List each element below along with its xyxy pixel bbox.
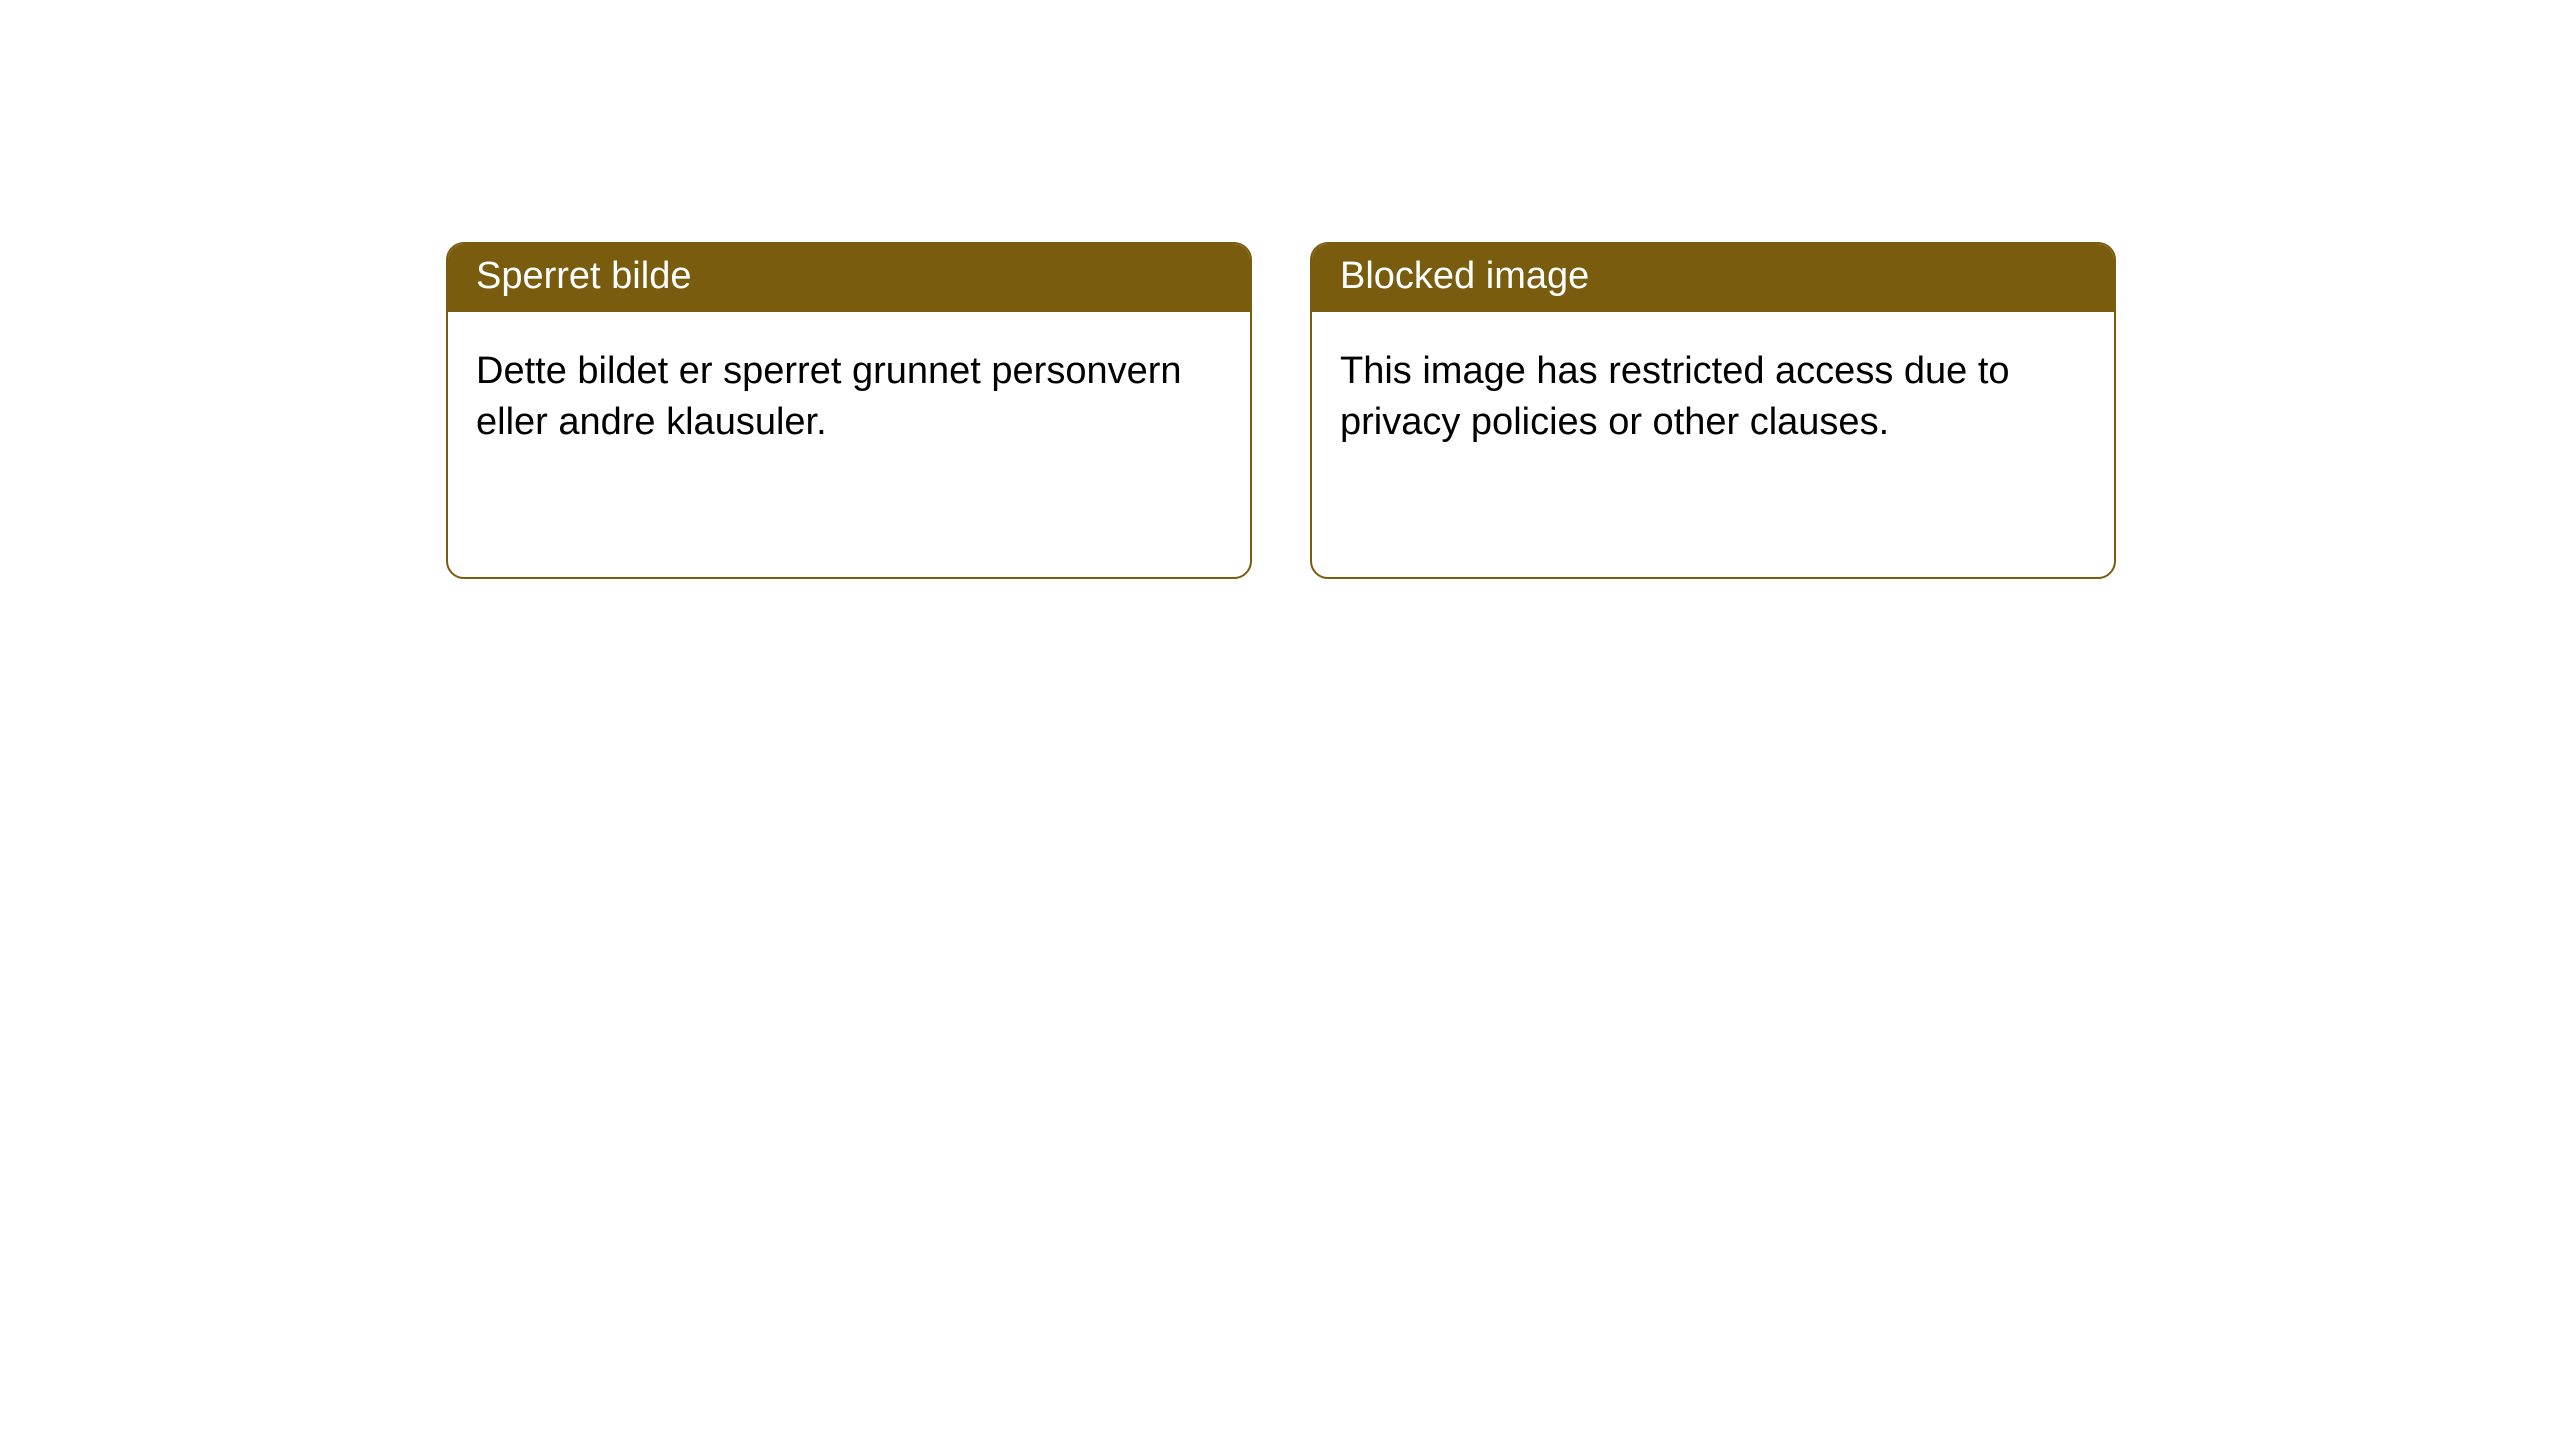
- notice-title-english: Blocked image: [1312, 244, 2114, 312]
- notice-box-norwegian: Sperret bilde Dette bildet er sperret gr…: [446, 242, 1252, 579]
- notice-title-norwegian: Sperret bilde: [448, 244, 1250, 312]
- notice-box-english: Blocked image This image has restricted …: [1310, 242, 2116, 579]
- notice-container: Sperret bilde Dette bildet er sperret gr…: [446, 242, 2116, 579]
- notice-body-english: This image has restricted access due to …: [1312, 312, 2114, 483]
- notice-body-norwegian: Dette bildet er sperret grunnet personve…: [448, 312, 1250, 483]
